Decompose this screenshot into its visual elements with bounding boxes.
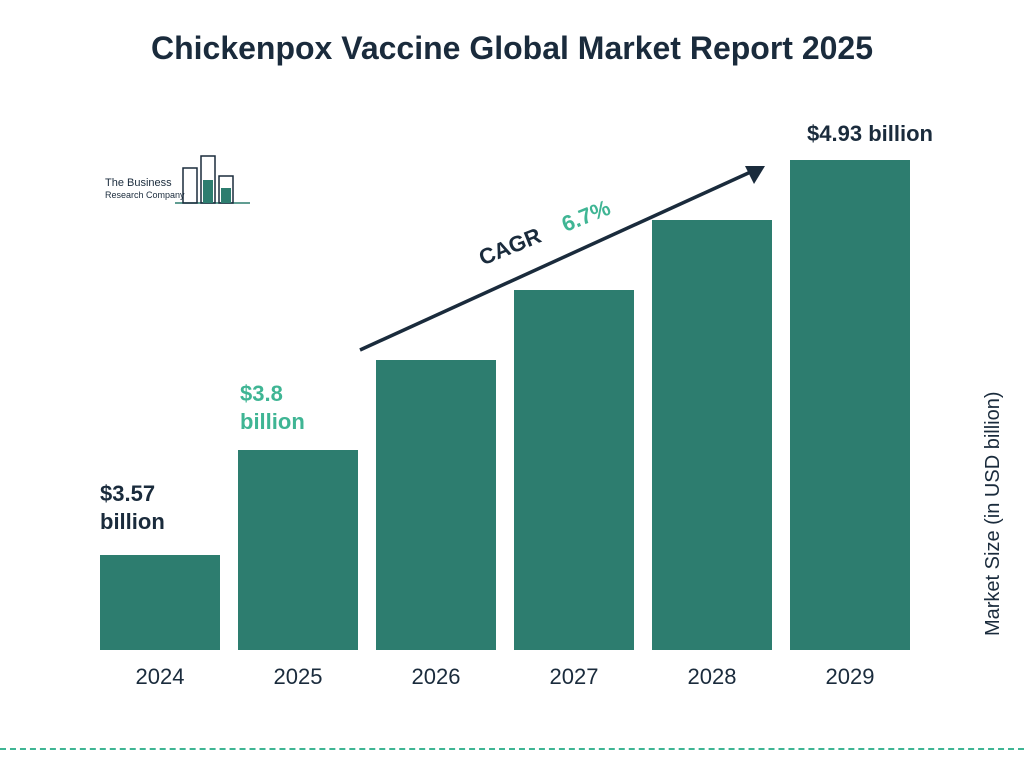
bar-2027 (514, 290, 634, 650)
bottom-dashed-line (0, 748, 1024, 750)
bar-2024 (100, 555, 220, 650)
bar-2028 (652, 220, 772, 650)
bar-2029 (790, 160, 910, 650)
x-label-2028: 2028 (652, 664, 772, 690)
value-label-2024: $3.57 billion (100, 480, 200, 535)
value-label-2025: $3.8 billion (240, 380, 340, 435)
bar-2026 (376, 360, 496, 650)
x-label-2024: 2024 (100, 664, 220, 690)
chart-area: 2024 2025 2026 2027 2028 2029 (100, 130, 920, 700)
bar-2025 (238, 450, 358, 650)
value-label-2029: $4.93 billion (790, 120, 950, 148)
x-label-2027: 2027 (514, 664, 634, 690)
x-label-2025: 2025 (238, 664, 358, 690)
chart-title: Chickenpox Vaccine Global Market Report … (0, 28, 1024, 70)
bars-container (100, 130, 910, 650)
x-label-2026: 2026 (376, 664, 496, 690)
x-axis-labels: 2024 2025 2026 2027 2028 2029 (100, 664, 910, 690)
y-axis-label: Market Size (in USD billion) (983, 392, 1006, 637)
x-label-2029: 2029 (790, 664, 910, 690)
